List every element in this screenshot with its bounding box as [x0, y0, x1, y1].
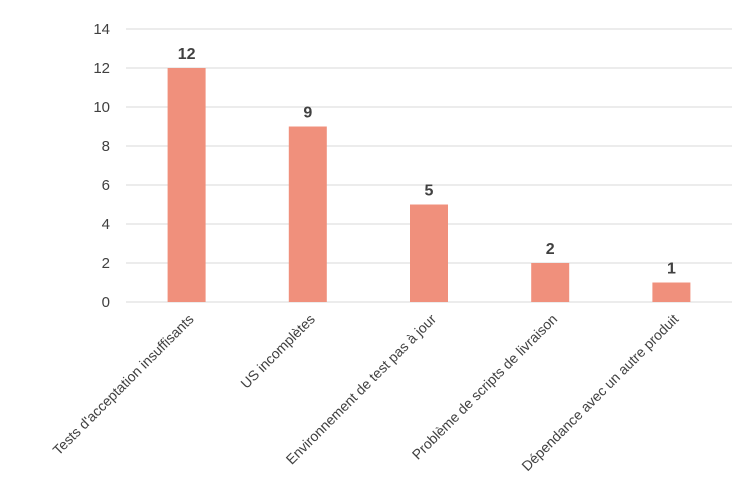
data-labels: 12 9 5 2 1	[178, 46, 676, 278]
y-tick-label: 4	[102, 216, 110, 233]
bar	[288, 126, 327, 302]
data-label: 5	[425, 183, 434, 200]
data-label: 1	[667, 261, 676, 278]
y-tick-label: 6	[102, 177, 110, 194]
x-category-label: US incomplètes	[237, 311, 318, 392]
x-category-label: Tests d'acceptation insuffisants	[49, 311, 196, 458]
bar	[410, 204, 448, 302]
x-axis-category-labels: Tests d'acceptation insuffisants US incom…	[49, 311, 681, 474]
data-label: 9	[303, 105, 312, 122]
x-category-label: Problème de scripts de livraison	[409, 311, 561, 463]
y-tick-label: 10	[93, 99, 110, 116]
data-label: 12	[178, 46, 196, 63]
data-label: 2	[546, 241, 555, 258]
y-tick-label: 2	[102, 255, 110, 272]
y-tick-label: 0	[102, 294, 110, 311]
y-axis-tick-labels: 0 2 4 6 8 10 12 14	[93, 21, 110, 311]
bar	[167, 68, 206, 302]
bars	[167, 68, 691, 302]
y-tick-label: 12	[93, 60, 110, 77]
bar	[531, 263, 570, 302]
y-tick-label: 14	[93, 21, 110, 38]
y-tick-label: 8	[102, 138, 110, 155]
bar	[652, 282, 691, 302]
